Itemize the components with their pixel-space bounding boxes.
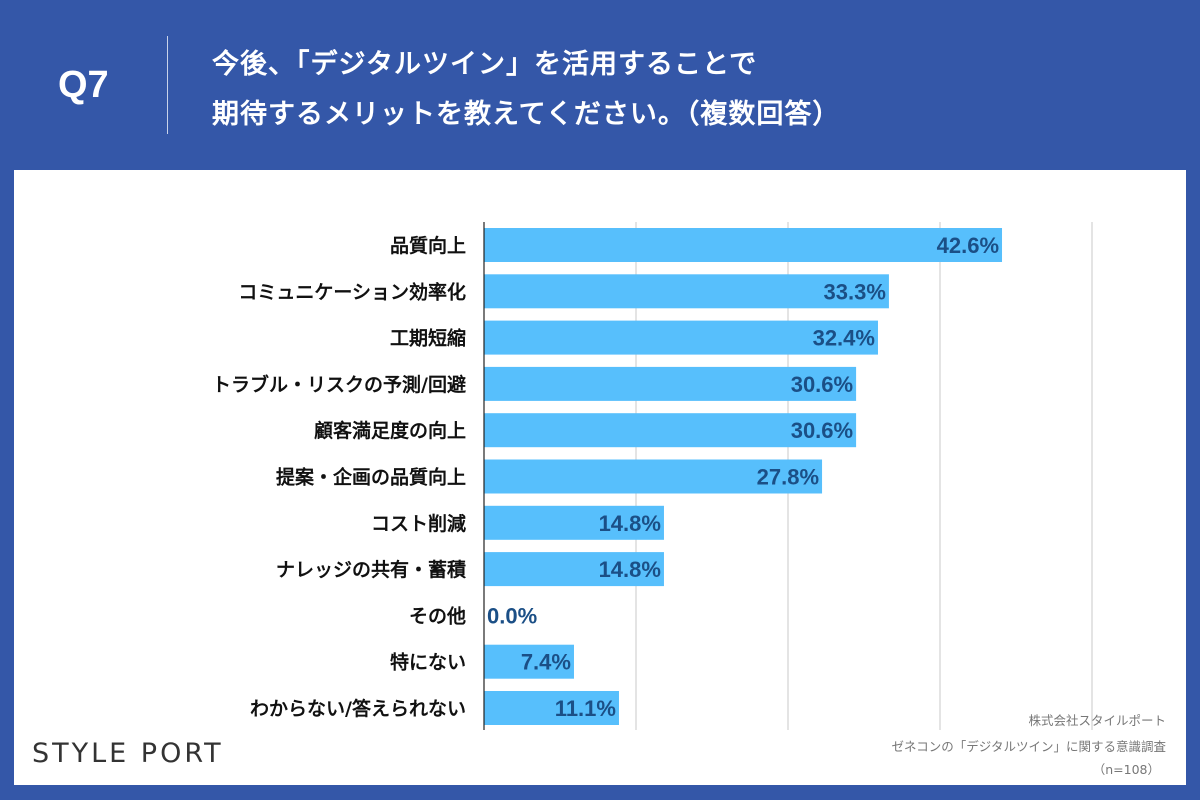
- value-label: 32.4%: [813, 326, 875, 351]
- source-company: 株式会社スタイルポート: [1028, 713, 1166, 728]
- category-label: 顧客満足度の向上: [314, 419, 466, 442]
- title-line-1: 今後、「デジタルツイン」を活用することで: [212, 49, 758, 80]
- bar: [484, 274, 889, 309]
- bar: [484, 691, 619, 725]
- bar: [484, 320, 878, 355]
- value-label: 33.3%: [824, 279, 886, 304]
- category-label: トラブル・リスクの予測/回避: [212, 373, 466, 396]
- value-label: 7.4%: [521, 650, 571, 675]
- bar: [484, 644, 574, 679]
- header-divider: [167, 36, 168, 134]
- value-label: 11.1%: [555, 696, 616, 721]
- question-number: Q7: [58, 64, 109, 106]
- category-label: わからない/答えられない: [250, 697, 466, 720]
- category-label: 工期短縮: [390, 327, 466, 350]
- category-label: 提案・企画の品質向上: [276, 466, 466, 489]
- value-label: 42.6%: [937, 233, 999, 258]
- bar: [484, 459, 823, 494]
- value-label: 30.6%: [791, 372, 853, 397]
- value-label: 0.0%: [487, 603, 537, 628]
- value-label: 14.8%: [599, 557, 661, 582]
- category-label: その他: [409, 604, 466, 627]
- value-label: 14.8%: [599, 511, 661, 536]
- bar: [484, 228, 1003, 262]
- title-line-2: 期待するメリットを教えてください。（複数回答）: [212, 99, 841, 130]
- category-label: ナレッジの共有・蓄積: [276, 558, 466, 581]
- bar: [484, 413, 857, 448]
- bar: [484, 366, 857, 401]
- category-label: コスト削減: [371, 512, 466, 535]
- style-port-logo: STYLE PORT: [32, 738, 224, 769]
- category-label: 品質向上: [390, 234, 466, 257]
- category-label: コミュニケーション効率化: [238, 280, 466, 303]
- value-label: 27.8%: [757, 465, 819, 490]
- bar: [484, 552, 664, 587]
- value-label: 30.6%: [791, 418, 853, 443]
- bar: [484, 505, 664, 540]
- source-survey: ゼネコンの「デジタルツイン」に関する意識調査: [891, 739, 1166, 754]
- category-label: 特にない: [390, 652, 466, 674]
- source-sample-size: （n=108）: [1092, 762, 1160, 777]
